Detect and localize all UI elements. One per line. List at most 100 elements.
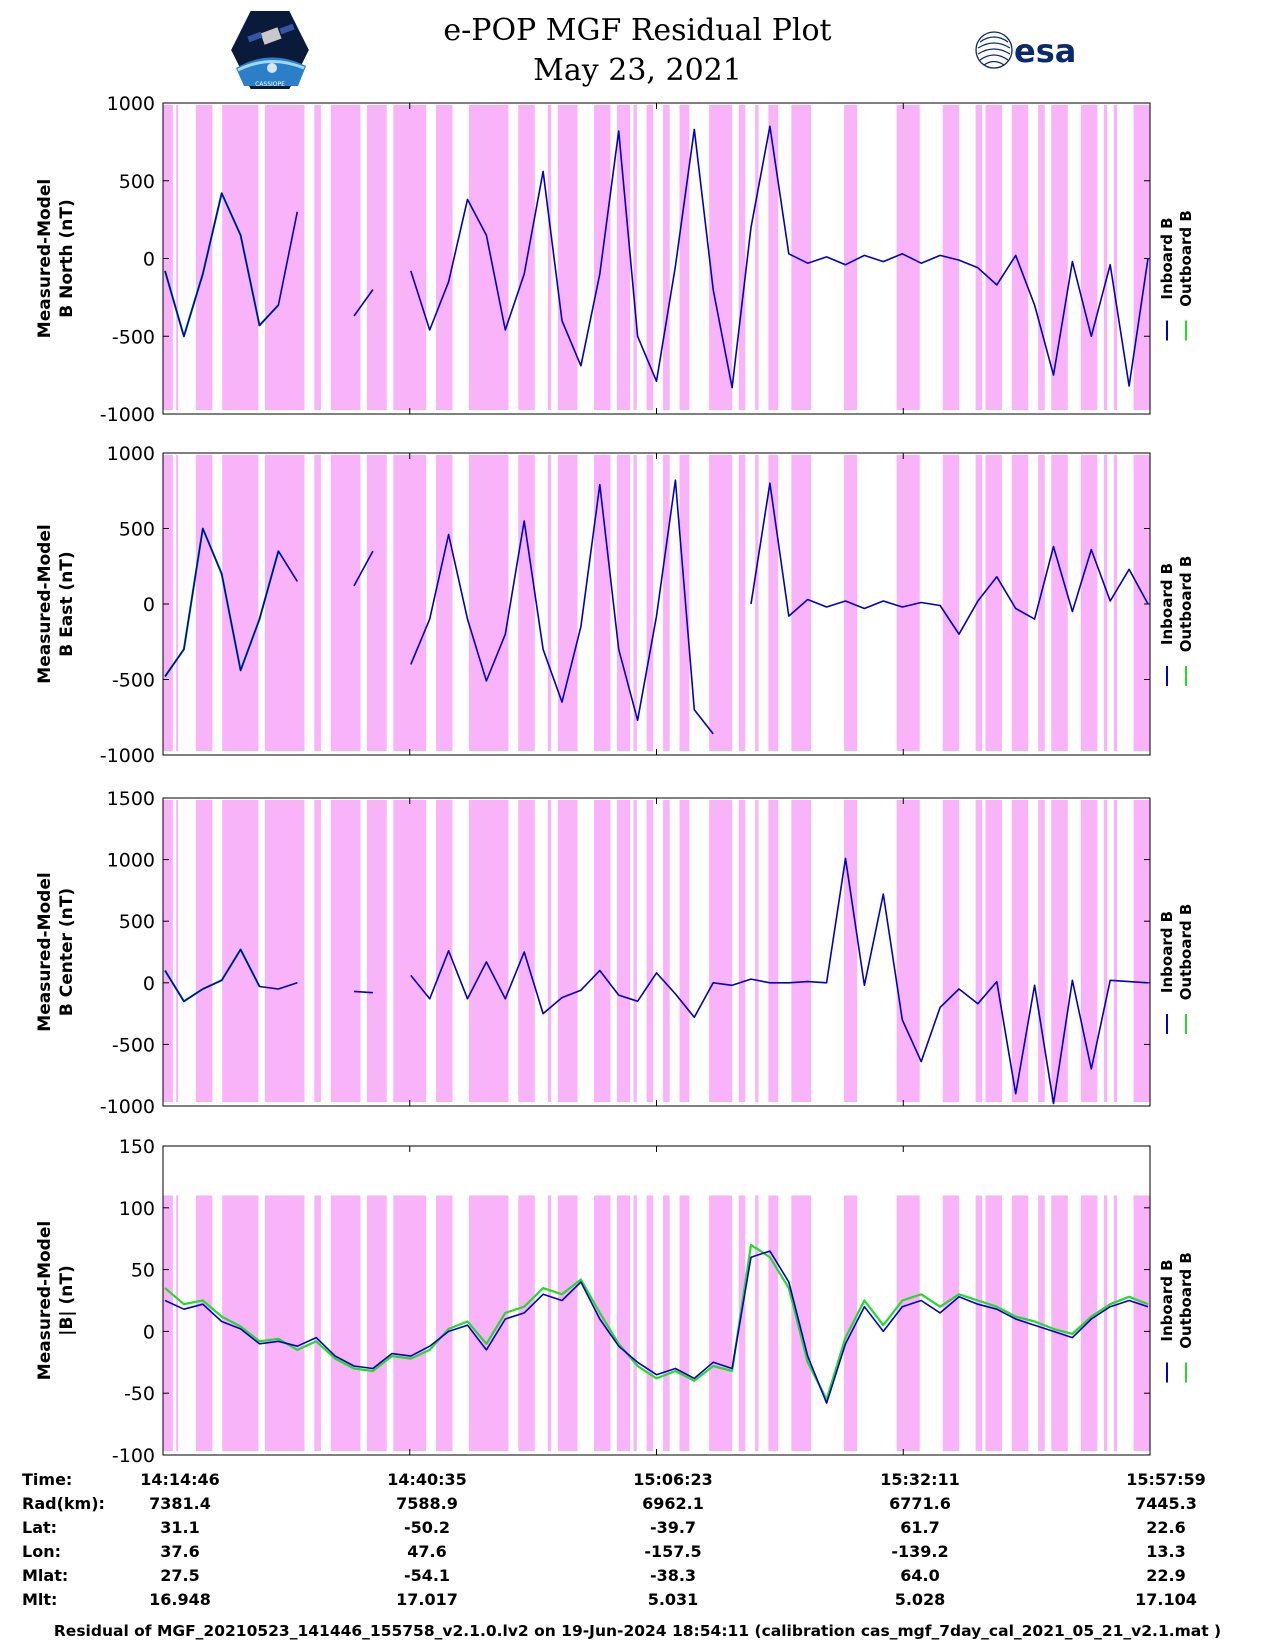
gap-band xyxy=(163,1195,173,1451)
gap-band xyxy=(557,455,578,751)
gap-band xyxy=(330,105,361,410)
gap-band xyxy=(547,800,552,1102)
outboard-series-line xyxy=(164,527,280,678)
y-tick-label: -100 xyxy=(112,1445,155,1467)
chart-date: May 23, 2021 xyxy=(533,53,742,88)
legend-outboard-label: Outboard B xyxy=(1177,556,1195,653)
inboard-series-line xyxy=(164,125,1149,389)
row-label: Lon: xyxy=(22,1542,61,1561)
gap-band xyxy=(264,105,305,410)
row-value: 14:14:46 xyxy=(140,1470,220,1489)
y-axis-label-line2: B North (nT) xyxy=(57,199,77,318)
gap-band xyxy=(738,1195,746,1451)
legend-inboard-label: Inboard B xyxy=(1158,911,1176,993)
gap-band xyxy=(1011,455,1029,751)
gap-band xyxy=(646,455,654,751)
gap-band xyxy=(617,455,631,751)
y-tick-label: 0 xyxy=(143,249,155,271)
esa-wordmark: esa xyxy=(1014,32,1076,70)
row-value: -139.2 xyxy=(891,1542,949,1561)
y-tick-label: -500 xyxy=(112,670,155,692)
y-axis-label-line1: Measured-Model xyxy=(35,1221,55,1380)
row-value: 17.104 xyxy=(1135,1590,1197,1609)
gap-band xyxy=(264,455,305,751)
gap-band xyxy=(264,800,305,1102)
gap-band xyxy=(755,1195,759,1451)
gap-band xyxy=(768,800,779,1102)
gap-band xyxy=(518,1195,535,1451)
gap-band xyxy=(1051,455,1068,751)
y-tick-label: 500 xyxy=(119,911,155,933)
gap-band xyxy=(436,105,453,410)
gap-band xyxy=(791,455,812,751)
gap-band xyxy=(942,455,960,751)
gap-band xyxy=(738,455,746,751)
gap-band xyxy=(393,455,427,751)
gap-band xyxy=(646,800,654,1102)
gap-band xyxy=(314,1195,321,1451)
gap-band xyxy=(366,1195,387,1451)
row-value: 47.6 xyxy=(407,1542,447,1561)
row-value: 31.1 xyxy=(160,1518,200,1537)
row-value: -38.3 xyxy=(649,1566,697,1585)
row-value: 64.0 xyxy=(900,1566,940,1585)
row-value: 15:32:11 xyxy=(880,1470,960,1489)
row-value: 61.7 xyxy=(900,1518,940,1537)
gap-band xyxy=(1133,800,1150,1102)
y-tick-label: 1000 xyxy=(107,443,155,465)
gap-band xyxy=(436,800,453,1102)
gap-band xyxy=(366,105,387,410)
gap-band xyxy=(1080,800,1098,1102)
gap-band xyxy=(436,455,453,751)
gap-band xyxy=(1113,800,1118,1102)
gap-band xyxy=(975,105,983,410)
gap-band xyxy=(330,1195,361,1451)
esa-logo-icon: esa xyxy=(975,31,1076,70)
y-tick-label: 0 xyxy=(143,973,155,995)
gap-band xyxy=(518,455,535,751)
gap-band xyxy=(557,1195,578,1451)
gap-band xyxy=(1051,1195,1068,1451)
y-tick-label: 0 xyxy=(143,594,155,616)
y-axis-label-line2: B Center (nT) xyxy=(57,888,77,1016)
gap-band xyxy=(663,800,670,1102)
gap-band xyxy=(791,105,812,410)
gap-band xyxy=(975,455,983,751)
row-value: -54.1 xyxy=(403,1566,451,1585)
gap-band xyxy=(468,455,509,751)
gap-band xyxy=(844,800,858,1102)
y-axis-label-line2: |B| (nT) xyxy=(57,1265,77,1336)
gap-band xyxy=(679,800,690,1102)
y-tick-label: 100 xyxy=(119,1198,155,1220)
gap-band xyxy=(791,1195,812,1451)
gap-band xyxy=(163,455,173,751)
gap-band xyxy=(617,105,631,410)
legend-outboard-label: Outboard B xyxy=(1177,210,1195,307)
gap-band xyxy=(1038,455,1045,751)
gap-band xyxy=(709,800,733,1102)
gap-band xyxy=(1113,1195,1118,1451)
patch-label: CASSIOPE xyxy=(255,81,285,88)
gap-band xyxy=(330,800,361,1102)
gap-band xyxy=(176,105,179,410)
gap-band xyxy=(1038,105,1045,410)
gap-band xyxy=(975,1195,983,1451)
gap-band xyxy=(738,800,746,1102)
gap-band xyxy=(330,455,361,751)
gap-band xyxy=(646,105,654,410)
gap-band xyxy=(633,455,637,751)
gap-band xyxy=(663,1195,670,1451)
gap-band xyxy=(557,800,578,1102)
gap-band xyxy=(633,800,637,1102)
gap-band xyxy=(709,105,733,410)
gap-band xyxy=(617,1195,631,1451)
gap-band xyxy=(195,105,213,410)
row-value: 5.028 xyxy=(894,1590,946,1609)
inboard-series-line xyxy=(164,479,1149,735)
y-tick-label: 50 xyxy=(131,1260,155,1282)
gap-band xyxy=(366,455,387,751)
row-value: -157.5 xyxy=(644,1542,702,1561)
gap-band xyxy=(1103,105,1108,410)
gap-band xyxy=(393,1195,427,1451)
row-value: 15:06:23 xyxy=(633,1470,713,1489)
